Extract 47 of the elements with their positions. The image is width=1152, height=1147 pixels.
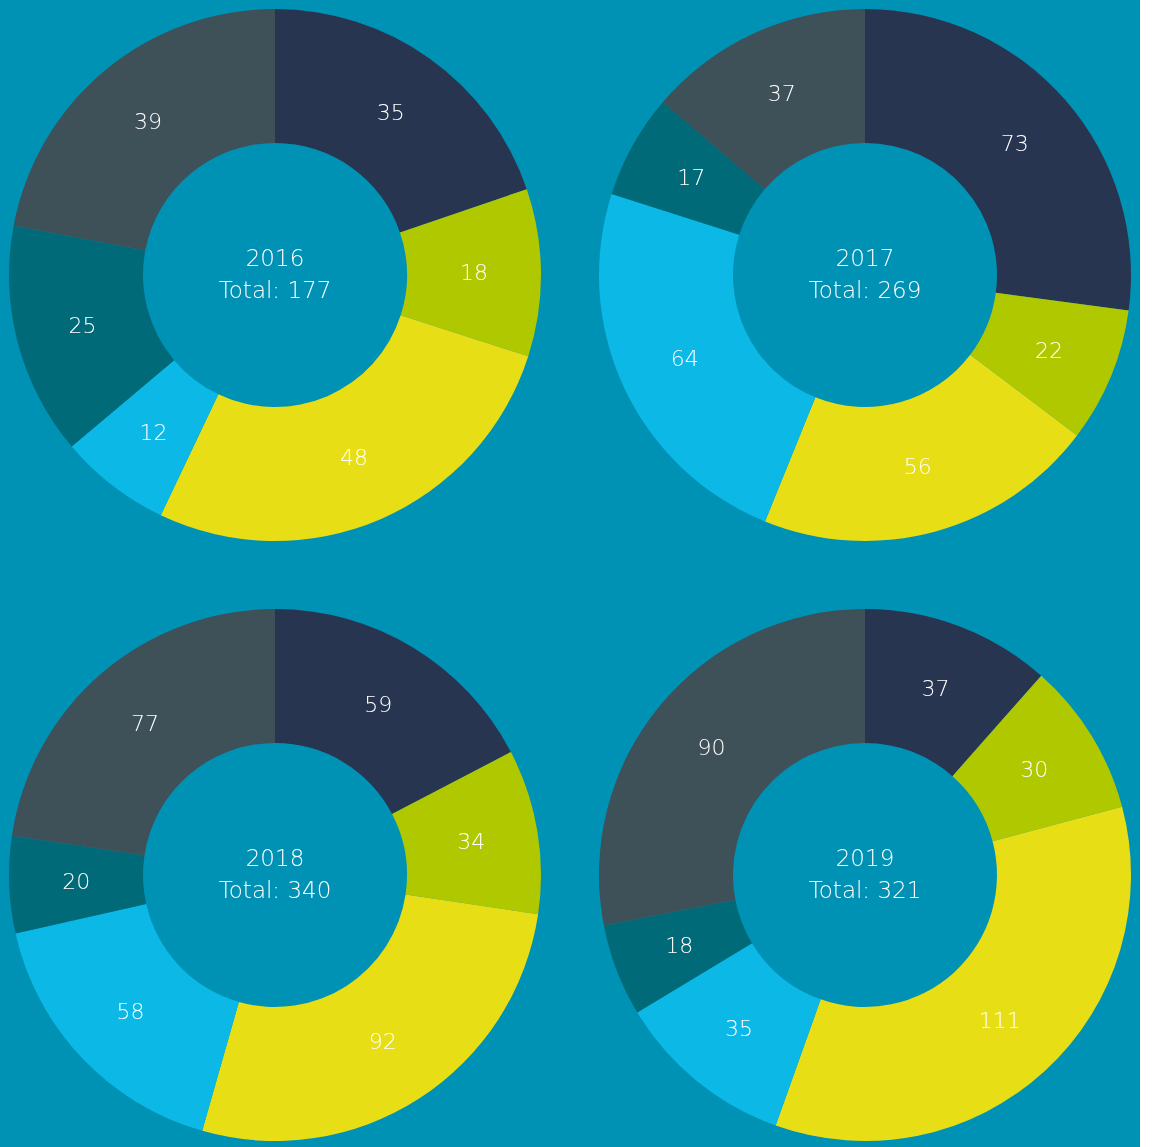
- data-label: 17: [677, 165, 706, 191]
- donut-slice: [662, 9, 865, 190]
- data-label: 73: [1000, 131, 1029, 157]
- data-label: 30: [1020, 757, 1049, 783]
- donut-slice: [392, 752, 541, 915]
- data-label: 35: [376, 100, 405, 126]
- text: 2016: [245, 245, 305, 271]
- donut-slice: [9, 225, 175, 447]
- data-label: 20: [62, 869, 91, 895]
- data-label: 64: [670, 346, 699, 372]
- data-label: 111: [978, 1008, 1021, 1034]
- donut-slice: [13, 9, 275, 251]
- donut-slice: [775, 806, 1131, 1141]
- data-label: 37: [921, 675, 950, 701]
- data-label: 37: [767, 81, 796, 107]
- data-label: 90: [697, 735, 726, 761]
- text: Total: 340: [218, 877, 332, 903]
- data-label: 18: [459, 260, 488, 286]
- donut-slice: [275, 609, 511, 814]
- data-label: 35: [725, 1016, 754, 1042]
- donut-slice: [611, 102, 765, 235]
- donut-slice: [9, 835, 147, 934]
- data-label: 12: [139, 419, 168, 445]
- donut-slice: [71, 360, 219, 516]
- text: 2017: [835, 245, 895, 271]
- text: 2019: [835, 845, 895, 871]
- data-label: 22: [1034, 337, 1063, 363]
- data-label: 92: [368, 1029, 397, 1055]
- text: Total: 269: [808, 277, 922, 303]
- text: 2018: [245, 845, 305, 871]
- donut-slice: [15, 904, 239, 1131]
- text: Total: 177: [218, 277, 332, 303]
- data-label: 48: [340, 444, 368, 470]
- donut-slice: [970, 292, 1129, 436]
- data-label: 77: [131, 711, 160, 737]
- text: Total: 321: [808, 877, 922, 903]
- data-label: 56: [903, 453, 932, 479]
- donut-slice: [603, 900, 752, 1013]
- data-label: 25: [68, 312, 97, 338]
- donut-slice: [399, 189, 541, 357]
- data-label: 34: [457, 829, 486, 855]
- data-label: 39: [133, 108, 162, 134]
- donut-slice: [275, 9, 527, 233]
- data-label: 59: [364, 691, 393, 717]
- data-label: 58: [116, 998, 145, 1024]
- data-label: 18: [665, 933, 694, 959]
- donut-slice: [952, 675, 1123, 842]
